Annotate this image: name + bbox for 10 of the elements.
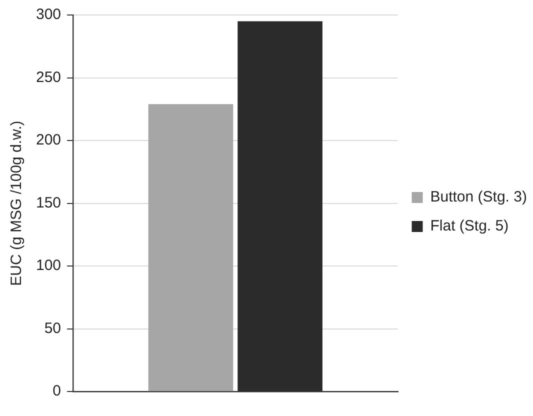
y-tick-label: 50 xyxy=(44,320,62,337)
y-tick-label: 200 xyxy=(36,132,62,149)
y-axis-title: EUC (g MSG /100g d.w.) xyxy=(8,120,26,286)
y-tick-label: 250 xyxy=(36,68,62,86)
legend-label: Flat (Stg. 5) xyxy=(430,218,509,235)
y-tick-label: 300 xyxy=(36,6,62,24)
legend-label: Button (Stg. 3) xyxy=(430,188,527,206)
y-tick-label: 100 xyxy=(36,257,62,274)
y-tick-label: 0 xyxy=(52,382,62,400)
y-tick-label: 150 xyxy=(36,194,62,212)
